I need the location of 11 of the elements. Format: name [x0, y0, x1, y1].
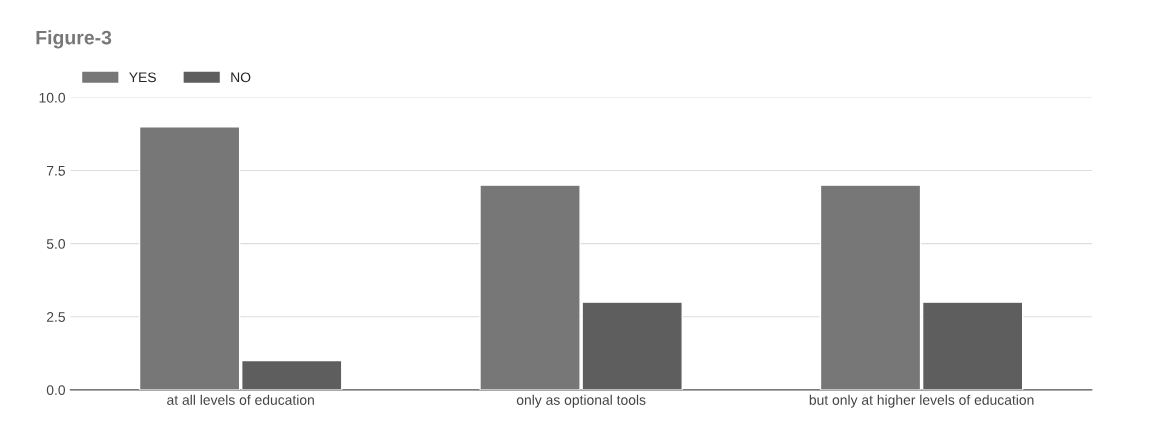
x-tick-label: but only at higher levels of education	[809, 394, 1034, 408]
legend-label: YES	[129, 72, 156, 83]
x-tick-label: only as optional tools	[516, 394, 646, 408]
y-tick-label: 2.5	[46, 312, 65, 322]
x-tick-label: at all levels of education	[167, 394, 314, 405]
chart-title: Figure-3	[36, 30, 112, 49]
y-tick-label: 7.5	[46, 166, 65, 176]
y-tick-label: 10.0	[39, 92, 66, 103]
legend-label: NO	[231, 72, 251, 83]
y-tick-label: 0.0	[46, 385, 66, 396]
y-tick-label: 5.0	[46, 238, 66, 249]
